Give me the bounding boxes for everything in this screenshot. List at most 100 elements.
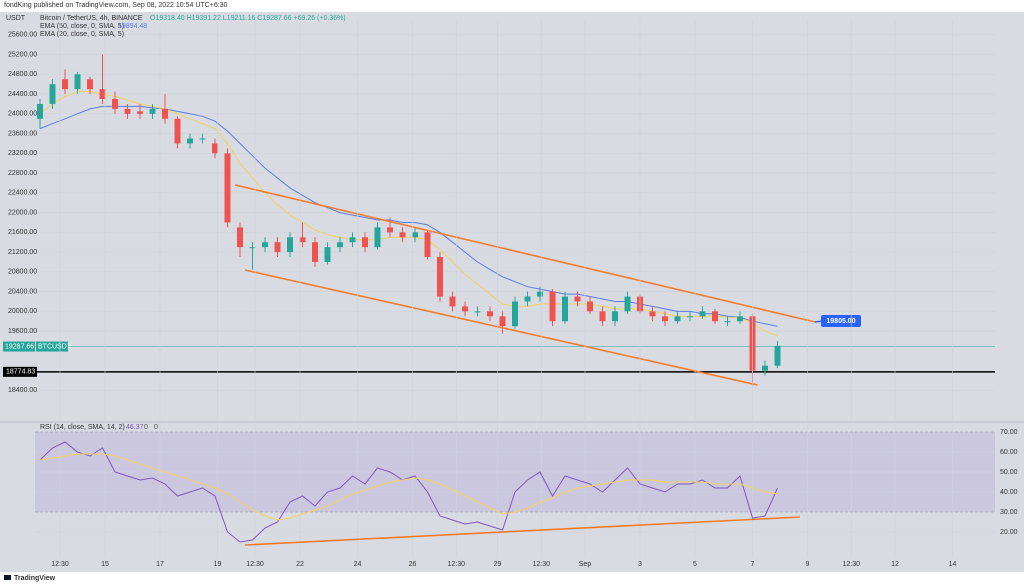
candle-body [87, 79, 93, 90]
legend-entry: RSI (14, close, SMA, 14, 2) [40, 424, 125, 431]
y-tick-label: 20000.00 [8, 308, 37, 315]
chart-background [0, 12, 1024, 572]
candle-body [437, 257, 443, 297]
legend-entry: EMA (50, close, 0, SMA, 5) [40, 23, 124, 30]
candle-body [574, 296, 581, 302]
candle-body [524, 296, 531, 302]
x-tick-label: 12:30 [842, 561, 860, 568]
candle-body [312, 242, 318, 262]
candle-body [224, 153, 231, 223]
y-tick-label: 25200.00 [8, 51, 37, 58]
trendline [244, 269, 758, 386]
candle-body [374, 227, 381, 248]
y-tick-label: 70.00 [1000, 429, 1018, 436]
candle-body [212, 143, 218, 154]
candle-body [49, 84, 56, 104]
candle-body [237, 227, 243, 248]
candle-body [699, 311, 706, 317]
candle-body [587, 301, 593, 312]
level-label-bg [3, 366, 37, 377]
last-price-bg [3, 341, 35, 352]
candle-body [337, 242, 343, 248]
level-label: 18774.83 [6, 369, 35, 376]
x-tick-label: 9 [806, 561, 810, 568]
x-tick-label: 15 [101, 561, 109, 568]
y-tick-label: 18400.00 [8, 387, 37, 394]
y-tick-label: 22000.00 [8, 209, 37, 216]
candle-body [274, 242, 281, 253]
candle-body [649, 311, 656, 317]
legend-entry: EMA (20, close, 0, SMA, 5) [40, 31, 124, 38]
candle-body [737, 316, 743, 322]
candle-body [399, 232, 406, 238]
candle-body [349, 237, 356, 243]
candle-body [512, 301, 518, 327]
legend-value: 0 [144, 424, 148, 431]
y-tick-label: 20.00 [1000, 529, 1018, 536]
candle-body [124, 108, 131, 114]
y-tick-label: 24000.00 [8, 111, 37, 118]
legend-value: 46.37 [126, 424, 144, 431]
callout-label: 19805.00 [826, 318, 855, 325]
candle-body [187, 138, 193, 144]
y-tick-label: 21200.00 [8, 249, 37, 256]
logo [4, 575, 11, 580]
y-tick-label: 24800.00 [8, 71, 37, 78]
x-tick-label: 29 [494, 561, 502, 568]
y-tick-label: 20800.00 [8, 269, 37, 276]
y-tick-label: 19600.00 [8, 328, 37, 335]
candle-body [599, 311, 606, 322]
candle-body [199, 138, 206, 140]
candle-body [137, 111, 143, 114]
y-tick-label: 24400.00 [8, 91, 37, 98]
y-tick-label: 22800.00 [8, 170, 37, 177]
candle-body [537, 291, 543, 297]
x-tick-label: 12 [891, 561, 899, 568]
candle-body [687, 316, 693, 318]
axis-unit: USDT [6, 15, 26, 22]
candle-body [112, 99, 118, 109]
symbol-label: BTCUSDT [38, 343, 72, 350]
x-tick-label: 12:30 [246, 561, 264, 568]
rsi-line [39, 453, 778, 521]
candle-body [149, 108, 156, 114]
x-tick-label: 3 [638, 561, 642, 568]
candle-body [162, 108, 168, 119]
y-tick-label: 21600.00 [8, 229, 37, 236]
y-tick-label: 30.00 [1000, 509, 1018, 516]
legend-value: 0 [154, 424, 158, 431]
candle-body [612, 311, 618, 322]
candle-body [324, 247, 331, 262]
x-tick-label: 7 [751, 561, 755, 568]
candle-body [562, 296, 568, 322]
x-tick-label: 12:30 [51, 561, 69, 568]
x-tick-label: 22 [296, 561, 304, 568]
candle-body [549, 291, 556, 322]
candle-body [262, 242, 268, 248]
candle-body [74, 74, 81, 90]
candle-body [662, 316, 668, 322]
candle-body [99, 89, 106, 100]
candle-body [724, 321, 731, 323]
candle-body [287, 237, 293, 253]
publisher: fondKing published on TradingView.com, S… [4, 2, 228, 9]
brand: TradingView [14, 575, 56, 582]
candle-body [387, 227, 393, 233]
candle-body [762, 365, 768, 371]
y-tick-label: 23200.00 [8, 150, 37, 157]
candle-body [37, 103, 43, 119]
x-tick-label: Sep [579, 561, 592, 568]
candle-body [774, 345, 781, 366]
x-tick-label: 24 [354, 561, 362, 568]
x-tick-label: 12:30 [447, 561, 465, 568]
symbol-bg [36, 341, 68, 352]
candle-body [474, 311, 481, 313]
candle-body [62, 79, 68, 90]
y-tick-label: 25600.00 [8, 32, 37, 39]
candle-body [412, 232, 418, 238]
trendline [234, 184, 816, 323]
candle-body [174, 118, 181, 144]
candle-body [299, 237, 306, 243]
